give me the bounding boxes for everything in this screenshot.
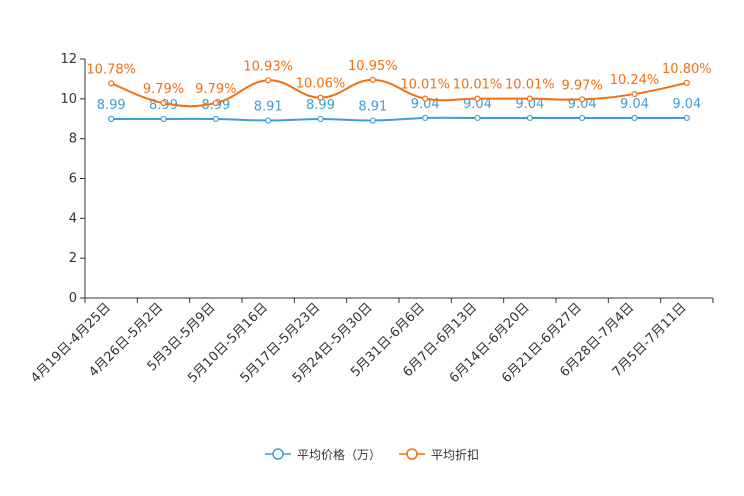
series-1-point bbox=[422, 95, 429, 102]
legend-price-label: 平均价格（万） bbox=[296, 447, 381, 462]
series-0-data-label: 9.04 bbox=[515, 97, 544, 112]
series-0-data-label: 8.99 bbox=[306, 98, 335, 113]
series-1-data-label: 10.93% bbox=[243, 59, 293, 74]
series-1-data-label: 10.78% bbox=[86, 62, 136, 77]
y-tick-label: 12 bbox=[60, 52, 77, 67]
series-0-point bbox=[683, 114, 690, 122]
series-0-point bbox=[422, 114, 429, 122]
y-tick-label: 10 bbox=[60, 92, 77, 107]
series-1-point bbox=[108, 80, 115, 87]
series-0-data-label: 9.04 bbox=[568, 97, 597, 112]
series-0-point bbox=[631, 114, 638, 122]
legend-price-icon bbox=[264, 448, 291, 460]
y-tick-label: 6 bbox=[69, 172, 77, 187]
series-0-point bbox=[108, 115, 115, 123]
series-1-data-label: 10.95% bbox=[348, 59, 398, 74]
series-1-point bbox=[526, 95, 533, 102]
series-1-point bbox=[317, 94, 324, 101]
legend-item-discount[interactable]: 平均折扣 bbox=[399, 446, 479, 463]
series-line-0 bbox=[111, 116, 687, 122]
series-0-point bbox=[160, 115, 167, 123]
series-0-data-label: 9.04 bbox=[411, 97, 440, 112]
series-1-data-label: 10.01% bbox=[400, 78, 450, 93]
series-1-point bbox=[631, 90, 638, 98]
series-1-data-label: 10.06% bbox=[296, 77, 346, 92]
series-0-data-label: 8.91 bbox=[358, 100, 387, 115]
legend-discount-icon bbox=[399, 448, 425, 460]
series-1-point bbox=[212, 99, 219, 107]
series-0-point bbox=[265, 117, 272, 124]
series-0-point bbox=[579, 114, 586, 122]
series-1-point bbox=[579, 96, 586, 103]
y-tick-label: 8 bbox=[69, 132, 77, 147]
y-tick-label: 2 bbox=[69, 251, 77, 266]
series-1-data-label: 9.79% bbox=[143, 82, 184, 97]
series-0-data-label: 9.04 bbox=[620, 97, 649, 112]
series-1-point bbox=[160, 99, 167, 107]
series-0-data-label: 9.04 bbox=[463, 97, 492, 112]
series-0-data-label: 8.91 bbox=[254, 100, 283, 115]
series-1-data-label: 10.01% bbox=[453, 78, 503, 93]
series-1-point bbox=[474, 95, 481, 102]
series-0-data-label: 8.99 bbox=[97, 98, 126, 113]
legend: 平均价格（万） 平均折扣 bbox=[0, 444, 744, 464]
series-1-point bbox=[369, 76, 376, 84]
series-line-1 bbox=[110, 78, 688, 108]
series-0-point bbox=[526, 114, 533, 122]
legend-item-price[interactable]: 平均价格（万） bbox=[264, 446, 381, 463]
y-tick-label: 4 bbox=[69, 211, 77, 226]
series-1-data-label: 9.97% bbox=[562, 78, 603, 93]
series-1-data-label: 10.01% bbox=[505, 78, 555, 93]
series-1-point bbox=[683, 79, 690, 87]
series-0-point bbox=[317, 115, 324, 123]
series-0-point bbox=[212, 115, 219, 123]
series-0-point bbox=[474, 114, 481, 122]
series-0-point bbox=[369, 117, 376, 124]
series-1-data-label: 9.79% bbox=[195, 82, 236, 97]
y-tick-label: 0 bbox=[69, 291, 77, 306]
series-1-data-label: 10.24% bbox=[610, 73, 660, 88]
series-1-point bbox=[265, 77, 272, 84]
series-0-data-label: 9.04 bbox=[672, 97, 701, 112]
series-1-data-label: 10.80% bbox=[662, 62, 712, 77]
legend-discount-label: 平均折扣 bbox=[431, 447, 480, 462]
